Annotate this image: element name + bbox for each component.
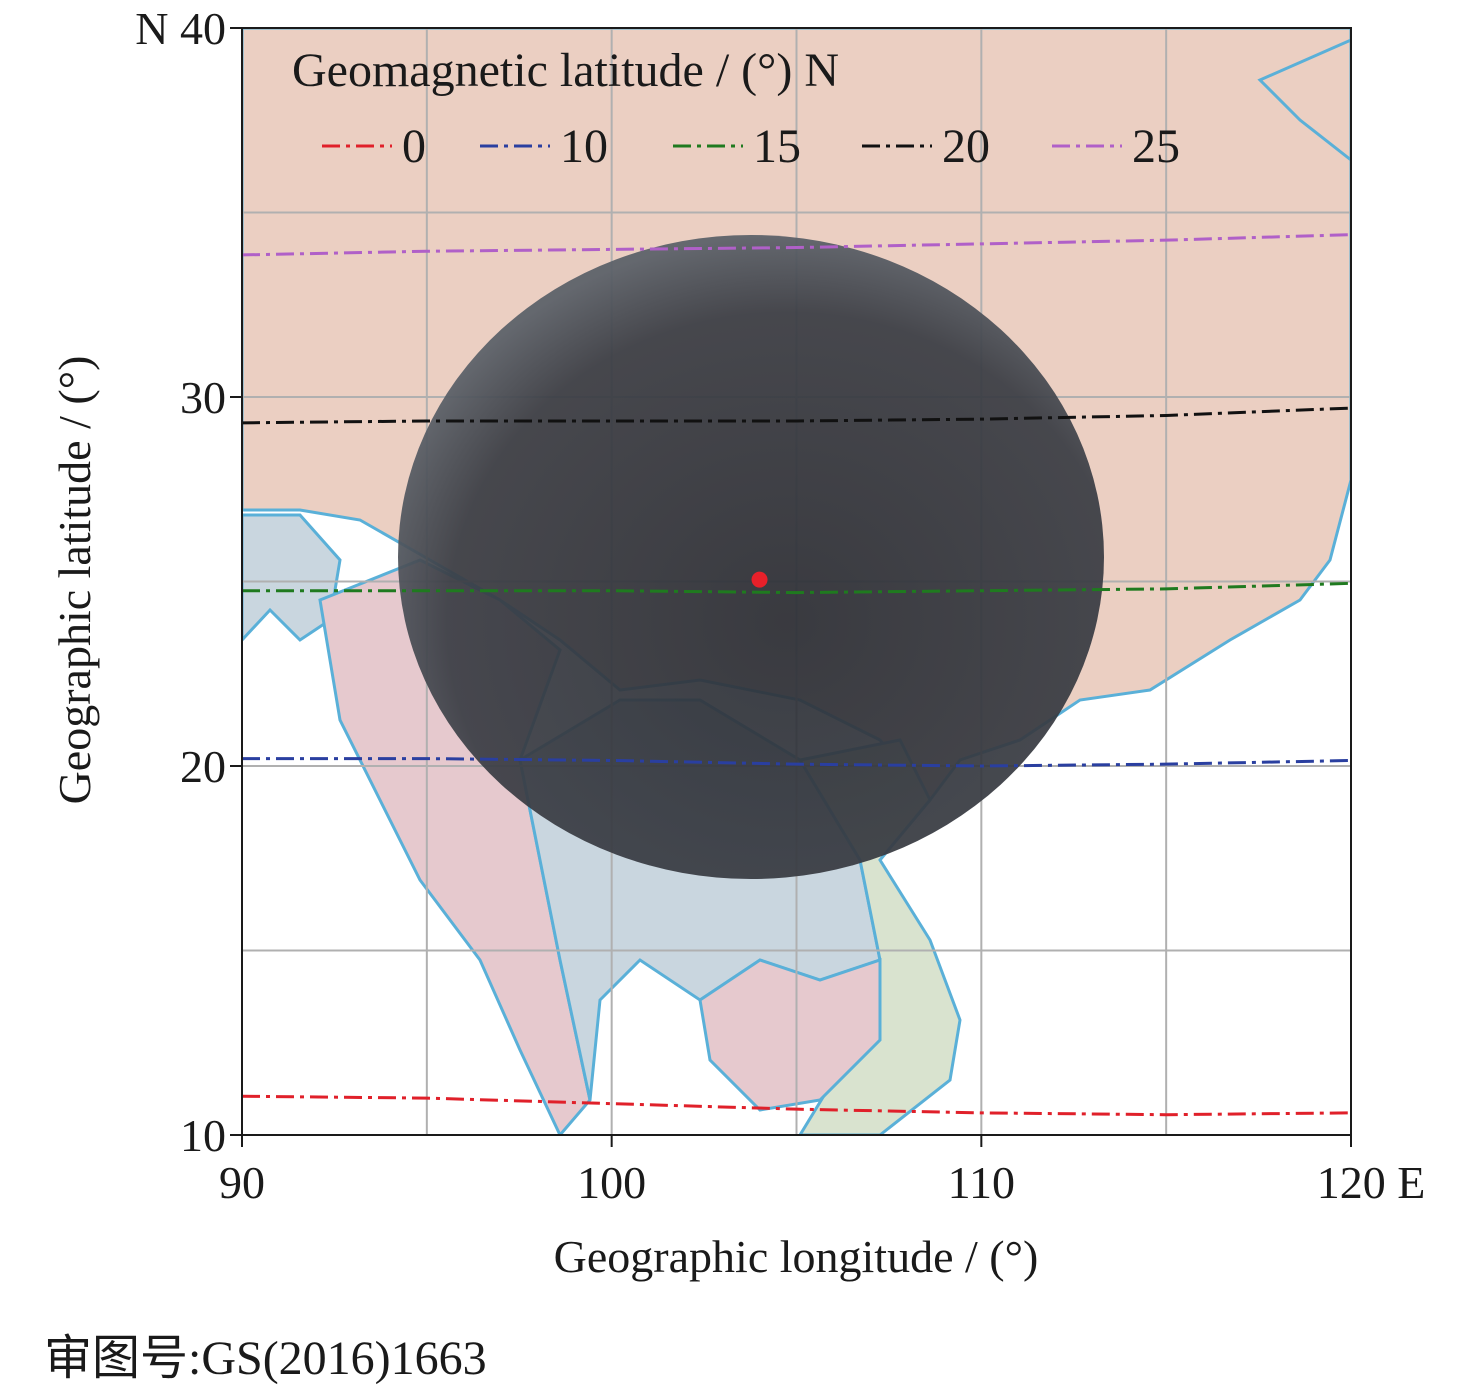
land-cambodia [698, 957, 882, 1112]
geomag-line-15 [242, 581, 1351, 595]
geomag-line-20 [242, 406, 1351, 425]
x-tick-label: 90 [219, 1157, 265, 1208]
legend: 0 10 15 20 25 [322, 120, 1180, 173]
x-tick-label: 120 E [1317, 1157, 1426, 1208]
plot-frame [241, 27, 1352, 1136]
y-tick-label: 30 [180, 372, 226, 423]
y-tick-label: 20 [180, 741, 226, 792]
geomagnetic-latitude-lines [242, 233, 1351, 1117]
legend-label-10: 10 [560, 120, 608, 173]
land-japan-korea [1257, 38, 1351, 162]
land-india-bangladesh [242, 513, 342, 643]
legend-title: Geomagnetic latitude / (°) N [292, 44, 839, 97]
y-axis-label: Geographic latitude / (°) [49, 356, 100, 805]
map-approval-number: 审图号:GS(2016)1663 [44, 1332, 487, 1385]
geomag-line-10 [242, 757, 1351, 768]
geomag-line-25 [242, 233, 1351, 257]
x-tick-label: 100 [577, 1157, 646, 1208]
x-tick-label: 110 [948, 1157, 1015, 1208]
legend-label-20: 20 [942, 120, 990, 173]
all-sky-image [398, 235, 1104, 879]
y-tick-label: 10 [180, 1110, 226, 1161]
legend-label-0: 0 [402, 120, 426, 173]
legend-label-25: 25 [1132, 120, 1180, 173]
geomag-line-0 [242, 1094, 1351, 1117]
station-marker [751, 571, 768, 588]
legend-label-15: 15 [753, 120, 801, 173]
x-axis-label: Geographic longitude / (°) [554, 1231, 1039, 1282]
y-tick-label: N 40 [135, 3, 226, 54]
